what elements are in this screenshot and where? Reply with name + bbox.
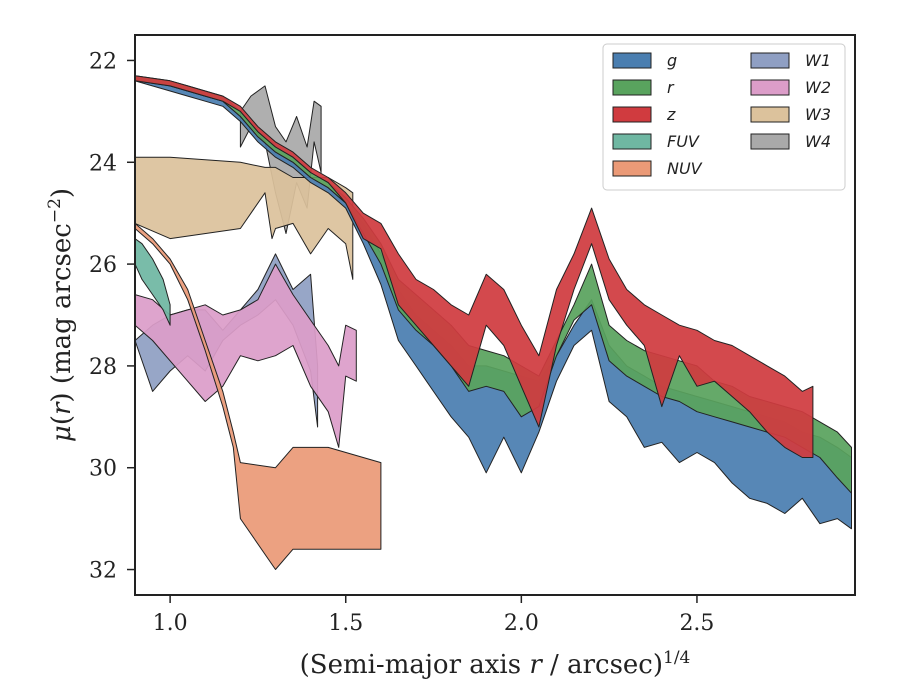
legend-label-r: r — [667, 78, 675, 97]
plot-frame — [134, 34, 856, 596]
legend-label-nuv: NUV — [667, 159, 703, 178]
series-band-w3 — [135, 156, 354, 280]
legend-swatch-w4 — [750, 133, 790, 150]
y-tick-label: 24 — [89, 151, 117, 176]
x-tick-label: 1.0 — [153, 611, 188, 636]
x-axis: 1.0 1.5 2.0 2.5 — [153, 595, 714, 636]
legend-label-fuv: FUV — [667, 132, 700, 151]
series-band-fuv — [135, 238, 171, 326]
legend-swatch-w1 — [750, 52, 790, 69]
legend-swatch-fuv — [612, 133, 652, 150]
legend-swatch-r — [612, 79, 652, 96]
y-tick-label: 28 — [89, 355, 117, 380]
legend-swatch-g — [612, 52, 652, 69]
x-axis-title: (Semi-major axis r / arcsec)1/4 — [300, 648, 691, 680]
y-tick-label: 26 — [89, 253, 117, 278]
legend-swatch-w3 — [750, 106, 790, 123]
legend-label-w3: W3 — [805, 105, 831, 124]
legend-label-w4: W4 — [805, 132, 831, 151]
legend-swatch-nuv — [612, 160, 652, 177]
series-band-z — [135, 75, 814, 458]
y-tick-label: 22 — [89, 49, 117, 74]
series-band-nuv — [135, 222, 382, 570]
legend-label-g: g — [667, 51, 677, 70]
y-axis-title: μ(r) (mag arcsec−2) — [45, 188, 77, 442]
x-tick-label: 1.5 — [328, 611, 363, 636]
y-tick-label: 32 — [89, 559, 117, 584]
legend-label-w2: W2 — [805, 78, 831, 97]
x-tick-label: 2.0 — [504, 611, 539, 636]
x-tick-label: 2.5 — [679, 611, 714, 636]
series-band-w2 — [135, 263, 357, 448]
legend-label-w1: W1 — [805, 51, 831, 70]
legend: grz FUV NUV W1 W2 W3 W4 — [602, 43, 846, 191]
y-axis: 22 24 26 28 30 32 — [89, 49, 135, 584]
legend-label-z: z — [666, 105, 676, 124]
legend-swatch-z — [612, 106, 652, 123]
series-layer — [135, 75, 852, 570]
legend-swatch-w2 — [750, 79, 790, 96]
y-tick-label: 30 — [89, 457, 117, 482]
